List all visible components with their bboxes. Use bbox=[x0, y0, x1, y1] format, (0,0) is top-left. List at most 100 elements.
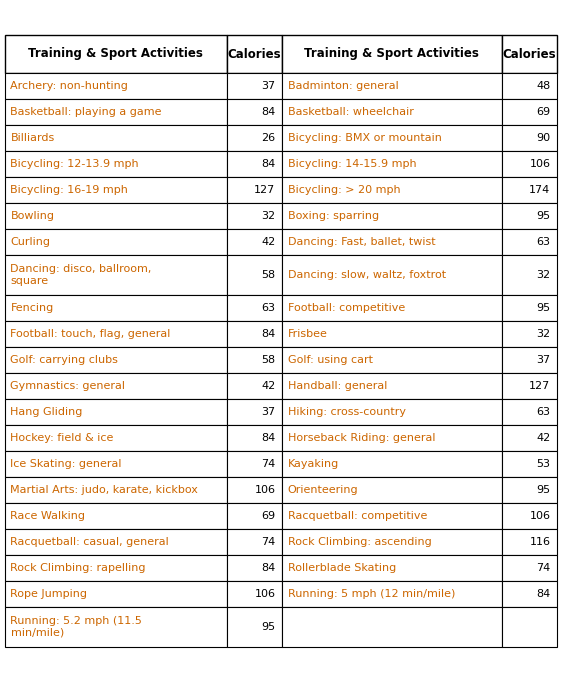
Text: 42: 42 bbox=[261, 237, 275, 247]
Text: Golf: using cart: Golf: using cart bbox=[287, 355, 373, 365]
Text: 42: 42 bbox=[261, 381, 275, 391]
Text: 63: 63 bbox=[261, 303, 275, 313]
Text: Running: 5 mph (12 min/mile): Running: 5 mph (12 min/mile) bbox=[287, 589, 455, 599]
Text: 58: 58 bbox=[261, 355, 275, 365]
Bar bbox=[227, 607, 282, 647]
Bar bbox=[502, 477, 557, 503]
Text: Hockey: field & ice: Hockey: field & ice bbox=[11, 433, 114, 443]
Bar bbox=[4, 477, 227, 503]
Text: 84: 84 bbox=[261, 433, 275, 443]
Text: 37: 37 bbox=[536, 355, 550, 365]
Bar bbox=[4, 73, 227, 99]
Text: 127: 127 bbox=[254, 185, 275, 195]
Text: Basketball: playing a game: Basketball: playing a game bbox=[11, 107, 162, 117]
Bar bbox=[502, 347, 557, 373]
Text: Golf: carrying clubs: Golf: carrying clubs bbox=[11, 355, 118, 365]
Text: Archery: non-hunting: Archery: non-hunting bbox=[11, 81, 128, 91]
Text: Football: touch, flag, general: Football: touch, flag, general bbox=[11, 329, 171, 339]
Bar bbox=[282, 347, 502, 373]
Text: Orienteering: Orienteering bbox=[287, 485, 358, 495]
Bar bbox=[502, 151, 557, 177]
Bar bbox=[4, 99, 227, 125]
Text: Horseback Riding: general: Horseback Riding: general bbox=[287, 433, 435, 443]
Text: 53: 53 bbox=[536, 459, 550, 469]
Text: Dancing: slow, waltz, foxtrot: Dancing: slow, waltz, foxtrot bbox=[287, 270, 445, 280]
Bar bbox=[227, 503, 282, 529]
Bar bbox=[227, 347, 282, 373]
Text: 48: 48 bbox=[536, 81, 550, 91]
Bar bbox=[282, 203, 502, 229]
Bar bbox=[4, 555, 227, 581]
Bar bbox=[282, 177, 502, 203]
Bar bbox=[227, 151, 282, 177]
Text: Racquetball: casual, general: Racquetball: casual, general bbox=[11, 537, 169, 547]
Bar bbox=[227, 373, 282, 399]
Text: Martial Arts: judo, karate, kickbox: Martial Arts: judo, karate, kickbox bbox=[11, 485, 199, 495]
Text: 32: 32 bbox=[536, 270, 550, 280]
Text: 106: 106 bbox=[530, 159, 550, 169]
Bar bbox=[502, 295, 557, 321]
Text: Football: competitive: Football: competitive bbox=[287, 303, 404, 313]
Bar bbox=[227, 425, 282, 451]
Bar bbox=[282, 255, 502, 295]
Text: 84: 84 bbox=[261, 159, 275, 169]
Bar bbox=[4, 529, 227, 555]
Bar bbox=[227, 581, 282, 607]
Text: Handball: general: Handball: general bbox=[287, 381, 387, 391]
Bar bbox=[502, 203, 557, 229]
Bar bbox=[4, 399, 227, 425]
Bar bbox=[502, 177, 557, 203]
Text: 106: 106 bbox=[255, 485, 275, 495]
Text: 84: 84 bbox=[261, 563, 275, 573]
Bar bbox=[502, 255, 557, 295]
Bar bbox=[227, 229, 282, 255]
Bar bbox=[502, 399, 557, 425]
Text: Bicycling: BMX or mountain: Bicycling: BMX or mountain bbox=[287, 133, 442, 143]
Text: 84: 84 bbox=[536, 589, 550, 599]
Bar bbox=[282, 151, 502, 177]
Text: Bicycling: > 20 mph: Bicycling: > 20 mph bbox=[287, 185, 400, 195]
Bar bbox=[4, 581, 227, 607]
Bar bbox=[282, 607, 502, 647]
Bar bbox=[227, 321, 282, 347]
Text: Kayaking: Kayaking bbox=[287, 459, 339, 469]
Text: 174: 174 bbox=[529, 185, 550, 195]
Text: 95: 95 bbox=[261, 622, 275, 632]
Text: 26: 26 bbox=[261, 133, 275, 143]
Bar bbox=[282, 503, 502, 529]
Text: Bicycling: 14-15.9 mph: Bicycling: 14-15.9 mph bbox=[287, 159, 416, 169]
Bar bbox=[227, 399, 282, 425]
Bar bbox=[4, 347, 227, 373]
Bar bbox=[4, 255, 227, 295]
Bar bbox=[4, 125, 227, 151]
Bar bbox=[282, 581, 502, 607]
Bar bbox=[4, 607, 227, 647]
Bar bbox=[4, 373, 227, 399]
Bar bbox=[4, 229, 227, 255]
Bar bbox=[502, 581, 557, 607]
Bar bbox=[282, 99, 502, 125]
Text: 84: 84 bbox=[261, 107, 275, 117]
Text: 95: 95 bbox=[536, 485, 550, 495]
Bar bbox=[282, 125, 502, 151]
Text: Hiking: cross-country: Hiking: cross-country bbox=[287, 407, 406, 417]
Text: 95: 95 bbox=[536, 211, 550, 221]
Bar bbox=[4, 151, 227, 177]
Bar bbox=[4, 425, 227, 451]
Bar bbox=[282, 529, 502, 555]
Bar bbox=[282, 555, 502, 581]
Text: 37: 37 bbox=[261, 407, 275, 417]
Text: 74: 74 bbox=[261, 537, 275, 547]
Bar bbox=[502, 425, 557, 451]
Text: Bicycling: 16-19 mph: Bicycling: 16-19 mph bbox=[11, 185, 128, 195]
Text: 63: 63 bbox=[536, 237, 550, 247]
Bar bbox=[227, 35, 282, 73]
Text: Calories: Calories bbox=[227, 48, 281, 61]
Text: Running: 5.2 mph (11.5
min/mile): Running: 5.2 mph (11.5 min/mile) bbox=[11, 617, 142, 638]
Bar bbox=[4, 451, 227, 477]
Bar bbox=[282, 399, 502, 425]
Text: Curling: Curling bbox=[11, 237, 50, 247]
Text: 74: 74 bbox=[536, 563, 550, 573]
Bar bbox=[502, 321, 557, 347]
Bar bbox=[227, 73, 282, 99]
